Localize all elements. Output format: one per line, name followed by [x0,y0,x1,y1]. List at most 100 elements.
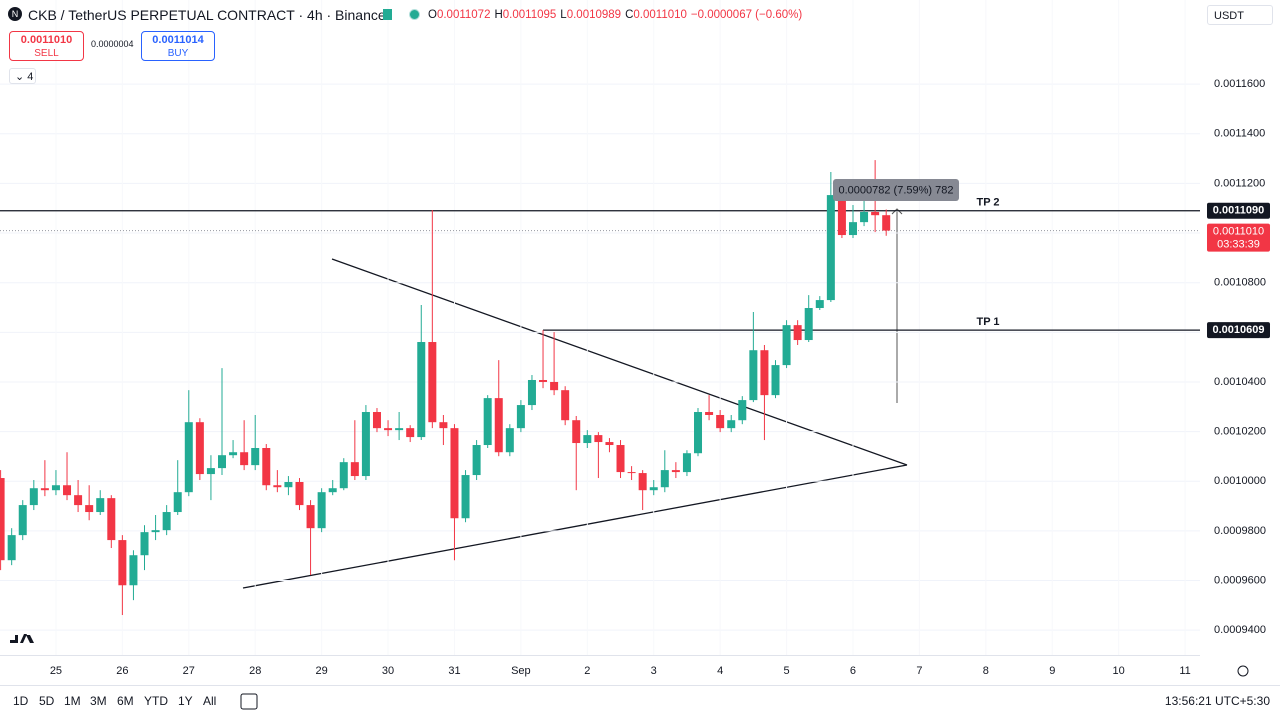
candle-body [782,325,791,366]
candle-body [572,420,581,444]
measure-label: 0.0000782 (7.59%) 782 [839,184,954,196]
candle-body [428,342,437,423]
timeframe-button[interactable]: 5D [39,694,55,708]
candle-body [616,445,625,473]
candle-body [74,495,83,506]
price-line-name: TP 1 [976,316,999,328]
ohlc-legend: O0.0011072 H0.0011095 L0.0010989 C0.0011010… [428,9,802,21]
candle-body [505,428,514,453]
timeframe-button[interactable]: 1M [64,694,81,708]
candle-body [262,448,271,486]
candle-body [705,412,714,415]
candle-body [882,215,891,231]
price-line-label: 0.0011090 [1213,205,1264,217]
ohlc-value: 0.0011095 [502,9,557,21]
measure-arrow [891,208,903,215]
x-tick-label: 3 [651,665,657,677]
x-tick-label: 28 [249,665,261,677]
candle-body [129,555,138,586]
candle-body [173,492,182,513]
y-tick-label: 0.0010400 [1214,376,1266,388]
currency-selector[interactable]: USDT [1207,5,1273,25]
candle-body [583,435,592,444]
ohlc-value: 0.0011072 [436,9,491,21]
candle-body [18,505,27,536]
y-tick-label: 0.0009400 [1214,624,1266,636]
symbol-badge: N [8,7,22,21]
candle-body [372,412,381,429]
timeframe-button[interactable]: All [203,694,217,708]
y-tick-label: 0.0009600 [1214,574,1266,586]
timeframe-button[interactable]: YTD [144,694,168,708]
candle-body [815,300,824,309]
clock: 13:56:21 UTC+5:30 [1164,694,1270,708]
candle-body [638,473,647,491]
x-tick-label: 25 [50,665,62,677]
price-line-name: TP 2 [976,197,999,209]
candle-body [406,428,415,438]
y-tick-label: 0.0010000 [1214,475,1266,487]
candle-body [140,532,149,556]
last-price-tag [1207,223,1270,252]
timeframe-button[interactable]: 6M [117,694,134,708]
x-tick-label: 11 [1179,665,1190,677]
buy-button[interactable]: 0.0011014 BUY [141,31,215,61]
timeframe-button[interactable]: 1D [13,694,29,708]
settings-icon[interactable] [1237,665,1249,677]
x-tick-label: 9 [1049,665,1055,677]
timeframe-button[interactable]: 3M [90,694,107,708]
candle-body [594,435,603,443]
price-line-label: 0.0010609 [1213,324,1265,336]
calendar-icon[interactable] [240,693,258,710]
price-line-tag [1207,322,1270,339]
candle-body [184,422,193,493]
candle-body [218,455,226,469]
y-tick-label: 0.0010800 [1214,277,1266,289]
sell-label: SELL [34,48,59,59]
ohlc-key: L [560,9,567,21]
candle-body [107,498,116,541]
candle-body [649,487,658,491]
candle-body [771,365,780,396]
candle-body [339,462,348,489]
candle-body [63,485,72,496]
candle-body [483,398,492,446]
candle-body [871,211,880,216]
candle-body [295,482,304,506]
x-tick-label: 4 [717,665,723,677]
candle-body [195,422,204,475]
candle-body [284,482,293,488]
x-tick-label: 10 [1113,665,1125,677]
candle-body [0,478,5,561]
candle-body [660,470,669,488]
candle-body [461,475,470,519]
indicators-count: 4 [27,71,34,83]
spread: 0.0000004 [91,39,134,49]
candle-body [118,540,127,586]
sell-price: 0.0011010 [20,34,73,46]
candle-body [439,422,448,429]
sell-button[interactable]: 0.0011010 SELL [9,31,84,61]
candle-body [539,379,548,382]
candle-body [306,505,315,529]
candle-body [7,535,16,561]
symbol-title[interactable]: CKB / TetherUS PERPETUAL CONTRACT · 4h ·… [28,7,386,23]
timeframe-button[interactable]: 1Y [178,694,193,708]
candle-body [848,222,857,236]
indicators-toggle[interactable]: ⌄ 4 [9,68,36,84]
x-tick-label: 29 [316,665,328,677]
x-tick-label: 31 [448,665,460,677]
x-tick-label: 6 [850,665,856,677]
candle-body [516,405,525,429]
candle-body [760,350,769,396]
market-status [383,9,392,20]
candle-body [85,505,94,513]
candle-body [716,414,725,429]
candle-body [361,412,370,477]
candle-body [240,452,249,466]
candle-body [151,530,160,533]
x-tick-label: 2 [584,665,590,677]
candle-body [450,428,459,519]
candle-body [229,452,238,456]
